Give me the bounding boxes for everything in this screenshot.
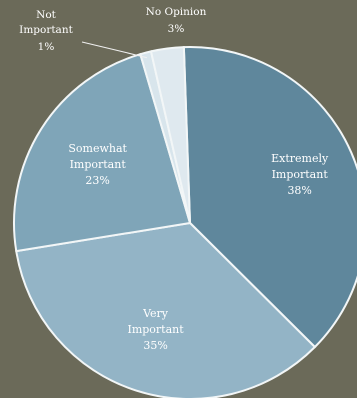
pie-label-text: Not — [36, 9, 57, 21]
pie-label-not: Not Important 1% — [19, 9, 73, 53]
pie-slice-extremely — [182, 46, 357, 349]
pie-slice-very — [15, 221, 317, 398]
pie-slice-noopinion — [149, 46, 191, 224]
pie-label-text: Important — [19, 24, 73, 36]
pie-label-text: 1% — [38, 41, 55, 53]
pie-label-extremely: Extremely Important 38% — [271, 152, 329, 197]
pie-label-very: Very Important 35% — [127, 307, 184, 352]
pie-label-text: 23% — [85, 174, 109, 187]
pie-label-text: 35% — [143, 339, 167, 352]
pie-label-text: Somewhat — [68, 142, 127, 155]
pie-slice-somewhat — [13, 52, 192, 253]
pie-label-text: Important — [70, 158, 127, 171]
pie-label-text: Important — [272, 168, 329, 181]
pie-label-text: Extremely — [271, 152, 329, 165]
leader-line-not-important — [81, 41, 148, 59]
pie-label-somewhat: Somewhat Important 23% — [68, 142, 127, 187]
pie-label-text: Important — [127, 323, 184, 336]
pie-label-text: No Opinion — [146, 6, 207, 18]
pie-label-text: 3% — [168, 23, 185, 35]
pie-label-text: 38% — [287, 184, 311, 197]
pie-label-noopinion: No Opinion 3% — [146, 6, 207, 35]
pie-label-text: Very — [142, 307, 169, 320]
